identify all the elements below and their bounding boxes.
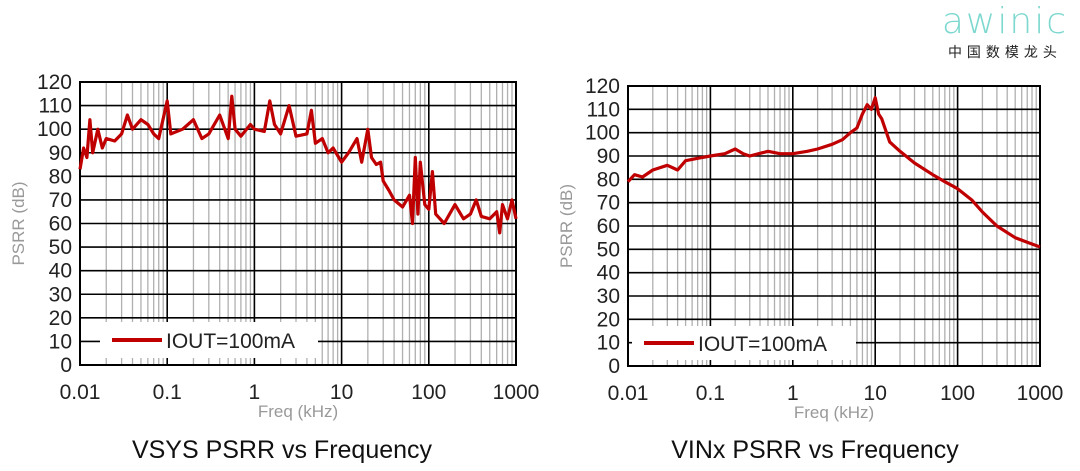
y-tick-label: 80 <box>597 168 620 191</box>
awinic-logo: awinic 中国数模龙头 <box>942 2 1068 62</box>
x-tick-label: 100 <box>411 381 446 404</box>
y-tick-label: 20 <box>49 307 72 330</box>
y-tick-label: 0 <box>60 354 72 377</box>
y-tick-label: 70 <box>597 192 620 215</box>
y-tick-label: 30 <box>597 285 620 308</box>
y-tick-label: 70 <box>49 189 72 212</box>
y-tick-label: 50 <box>597 238 620 261</box>
y-tick-label: 120 <box>585 75 620 98</box>
x-tick-label: 10 <box>330 381 353 404</box>
x-tick-label: 0.1 <box>153 381 182 404</box>
plot-frame <box>79 81 517 366</box>
x-tick-label: 100 <box>940 382 975 405</box>
y-tick-label: 60 <box>597 215 620 238</box>
chart-title-vinx: VINx PSRR vs Frequency <box>671 436 959 464</box>
y-tick-label: 20 <box>597 308 620 331</box>
y-tick-label: 50 <box>49 236 72 259</box>
x-tick-label: 1000 <box>1017 382 1064 405</box>
x-tick-label: 1 <box>249 381 261 404</box>
y-tick-label: 110 <box>587 98 620 121</box>
y-tick-label: 80 <box>49 165 72 188</box>
legend-label: IOUT=100mA <box>166 330 295 353</box>
x-tick-label: 0.01 <box>60 381 101 404</box>
y-tick-label: 100 <box>585 122 620 145</box>
y-tick-label: 40 <box>49 260 72 283</box>
y-tick-label: 0 <box>608 355 620 378</box>
y-tick-label: 10 <box>49 330 72 353</box>
series-line <box>626 96 1041 249</box>
x-axis-label: Freq (kHz) <box>258 402 338 421</box>
y-tick-label: 10 <box>597 332 620 355</box>
y-tick-label: 60 <box>49 213 72 236</box>
y-axis-label: PSRR (dB) <box>9 181 28 265</box>
y-tick-label: 120 <box>37 71 72 94</box>
series-line <box>78 94 518 235</box>
y-tick-label: 110 <box>39 95 72 118</box>
x-tick-label: 0.01 <box>608 382 649 405</box>
legend-label: IOUT=100mA <box>698 333 827 356</box>
plot-frame <box>627 85 1041 367</box>
y-tick-label: 90 <box>49 142 72 165</box>
y-tick-label: 30 <box>49 283 72 306</box>
logo-brand: awinic <box>941 1 1068 42</box>
y-tick-label: 40 <box>597 262 620 285</box>
chart-title-vsys: VSYS PSRR vs Frequency <box>131 436 433 464</box>
y-axis-label: PSRR (dB) <box>557 184 576 268</box>
y-tick-label: 100 <box>37 118 72 141</box>
x-tick-label: 1 <box>787 382 799 405</box>
x-tick-label: 1000 <box>493 381 540 404</box>
logo-subtitle: 中国数模龙头 <box>947 45 1062 61</box>
x-tick-label: 10 <box>864 382 887 405</box>
y-tick-label: 90 <box>597 145 620 168</box>
x-axis-label: Freq (kHz) <box>794 403 874 422</box>
x-tick-label: 0.1 <box>696 382 725 405</box>
